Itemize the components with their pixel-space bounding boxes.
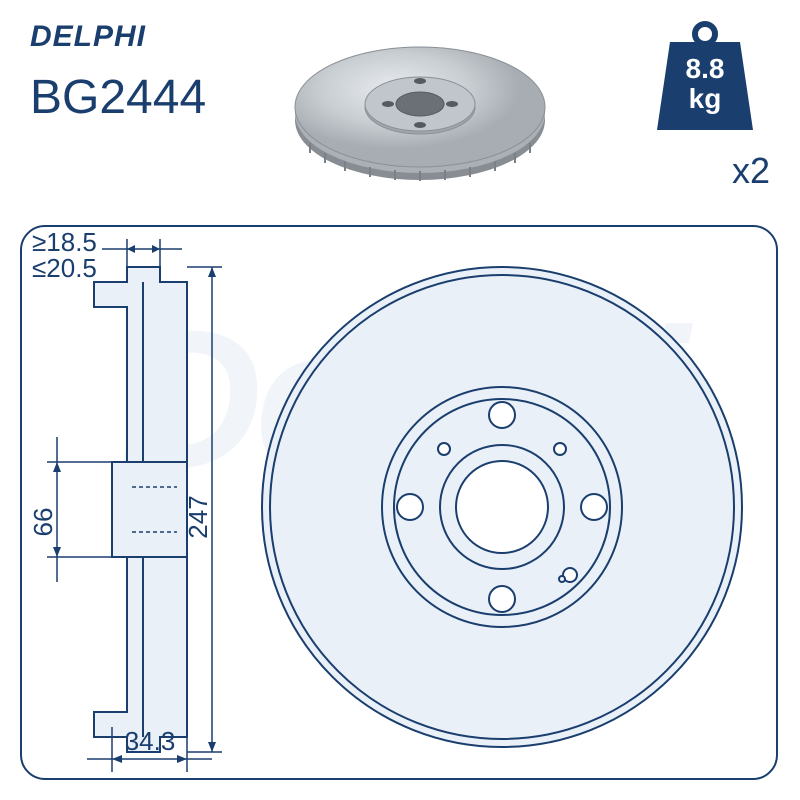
part-number-text: BG2444 <box>30 71 206 124</box>
dim-max-thickness: 20.5 <box>46 253 97 283</box>
disc-3d-render <box>280 25 560 205</box>
weight-value: 8.8 <box>686 53 725 84</box>
weight-indicator: 8.8 kg <box>650 20 770 140</box>
part-number: BG2444 <box>30 70 206 125</box>
quantity-label: x2 <box>732 150 770 192</box>
front-view <box>262 267 742 747</box>
lte-symbol: ≤ <box>32 253 46 283</box>
dim-thickness <box>102 239 182 267</box>
brand-text: DELPHI <box>30 20 146 53</box>
quantity-text: x2 <box>732 150 770 191</box>
technical-drawing-frame: ≥18.5 ≤20.5 66 247 34.3 <box>20 225 778 780</box>
technical-drawing: ≥18.5 ≤20.5 66 247 34.3 <box>22 227 776 778</box>
weight-unit: kg <box>689 83 722 114</box>
dim-offset-text: 34.3 <box>125 726 176 756</box>
side-profile <box>94 267 187 752</box>
dim-outer-text: 247 <box>183 495 213 538</box>
svg-text:≤20.5: ≤20.5 <box>32 253 97 283</box>
header-region: DELPHI BG2444 <box>0 10 800 220</box>
brand-label: DELPHI <box>30 20 146 54</box>
dim-hub-text: 66 <box>28 508 58 537</box>
weight-icon: 8.8 kg <box>650 20 760 140</box>
